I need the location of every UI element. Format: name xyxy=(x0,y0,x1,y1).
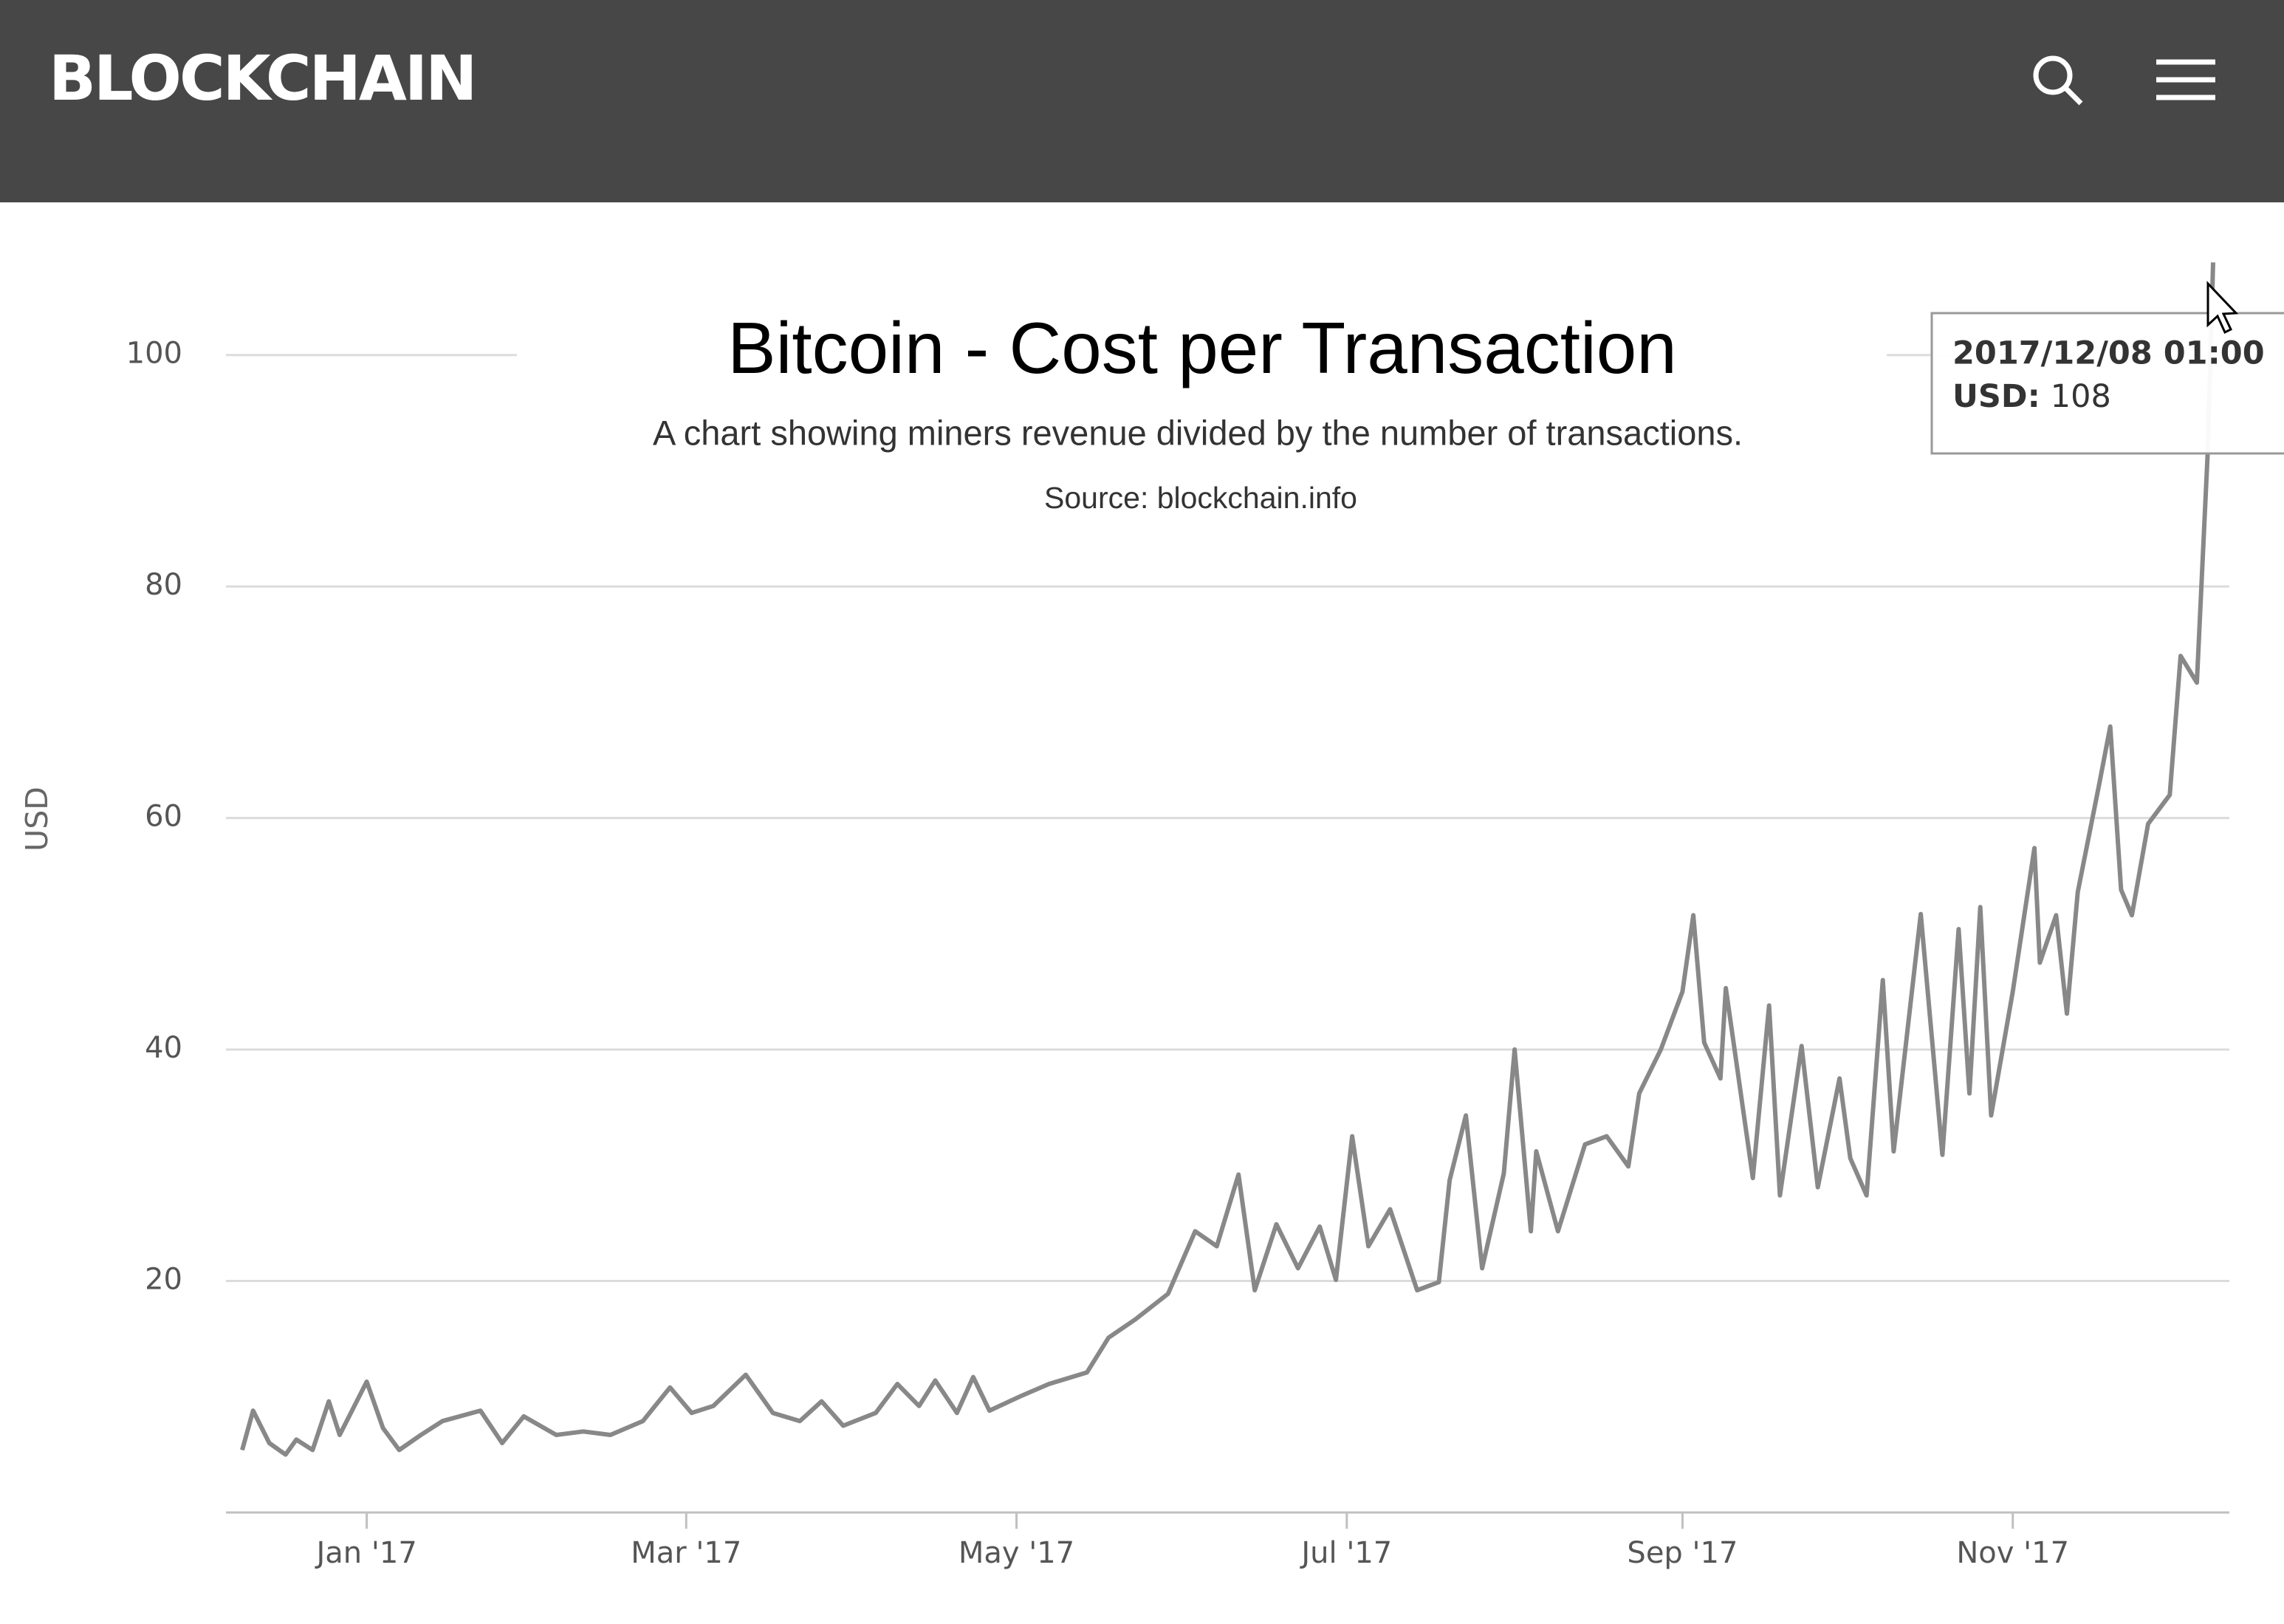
x-tick-label: Jan '17 xyxy=(315,1536,417,1570)
x-tick-label: May '17 xyxy=(958,1536,1074,1570)
y-tick-label: 40 xyxy=(145,1031,182,1065)
x-tick-label: Nov '17 xyxy=(1956,1536,2069,1570)
y-tick-label: 20 xyxy=(145,1263,182,1297)
tooltip-line: USD: 108 xyxy=(1952,378,2111,415)
y-tick-label: 80 xyxy=(145,568,182,602)
plot: 20 40 60 80 100 Jan '17 Mar '17 May '17 Jul '17 S… xyxy=(126,262,2229,1570)
chart-source: Source: blockchain.info xyxy=(1044,481,1357,515)
title-backdrop xyxy=(517,314,1887,388)
x-tick-label: Sep '17 xyxy=(1627,1536,1738,1570)
chart-title: Bitcoin - Cost per Transaction xyxy=(727,307,1676,388)
y-tick-label: 60 xyxy=(145,800,182,834)
tooltip: 2017/12/08 01:00 USD: 108 xyxy=(1930,312,2284,455)
tooltip-label: USD: xyxy=(1952,378,2040,415)
menu-icon[interactable] xyxy=(2156,59,2215,100)
tooltip-value: 108 xyxy=(2051,378,2111,415)
tooltip-date: 2017/12/08 01:00 xyxy=(1952,335,2265,372)
x-tick-label: Jul '17 xyxy=(1299,1536,1392,1570)
data-line xyxy=(240,262,2215,1457)
brand[interactable]: BLOCKCHAIN xyxy=(49,42,477,114)
cursor xyxy=(2206,281,2239,335)
search-icon[interactable] xyxy=(2033,55,2083,106)
y-axis-label: USD xyxy=(19,787,55,852)
header-bar xyxy=(0,0,2284,202)
chart-subtitle: A chart showing miners revenue divided b… xyxy=(653,413,1743,452)
y-tick-label: 100 xyxy=(126,337,182,371)
tooltip-box xyxy=(1930,312,2284,455)
x-tick-label: Mar '17 xyxy=(631,1536,741,1570)
